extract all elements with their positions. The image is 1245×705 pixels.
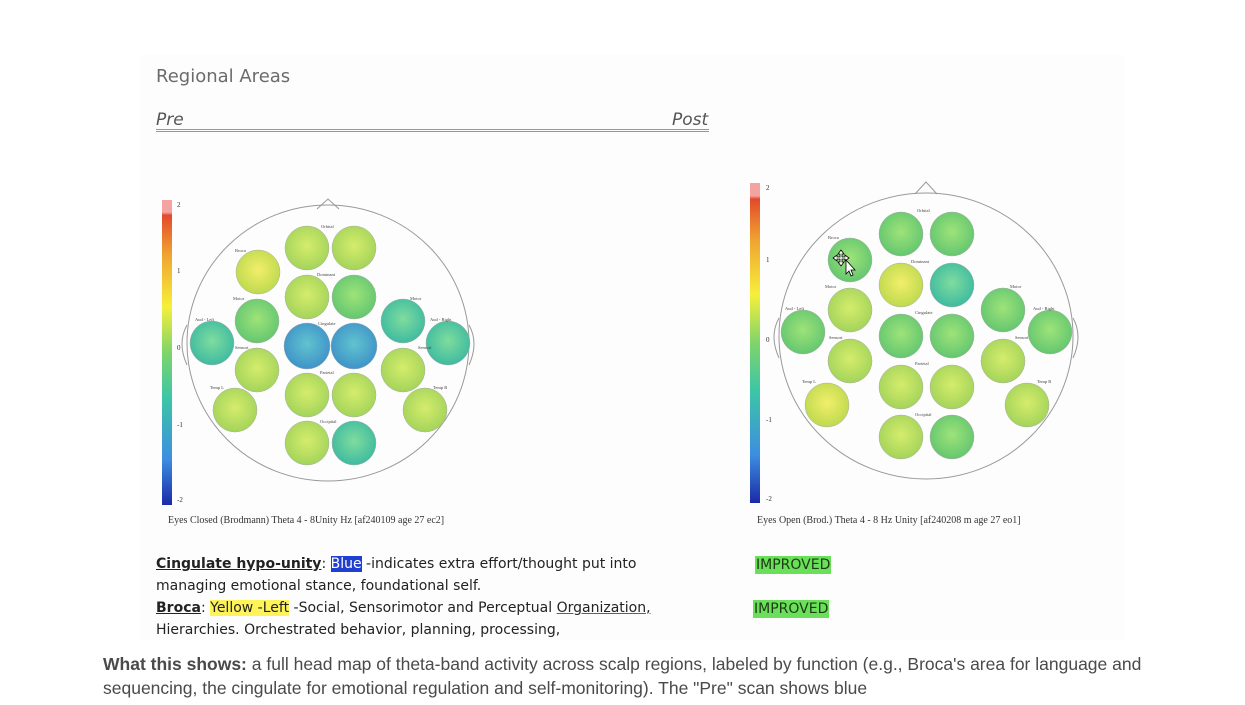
region-label: Aud - Left <box>195 317 215 322</box>
move-cursor-icon <box>832 249 856 277</box>
post-label: Post <box>672 110 709 130</box>
scale-tick: -1 <box>766 416 772 424</box>
explanation-text: What this shows: a full head map of thet… <box>103 652 1183 700</box>
finding-cingulate-text1: -indicates extra effort/thought put into <box>361 556 637 572</box>
post-head-map: 2 1 0 -1 -2 Orbital Broca Dominant Motor <box>750 181 1079 503</box>
finding-cingulate-line2: managing emotional stance, foundational … <box>156 578 482 594</box>
finding-cingulate-label: Cingulate hypo-unity <box>156 556 322 572</box>
region-label: Occipital <box>915 412 932 417</box>
region-label: Motor <box>1010 284 1022 289</box>
scale-tick: 1 <box>177 267 181 275</box>
finding-broca-label: Broca <box>156 600 201 616</box>
scale-tick: -2 <box>177 496 183 504</box>
region-label: Aud - Right <box>1033 306 1055 311</box>
scale-tick: 2 <box>766 184 770 192</box>
region-label: Sensori <box>829 335 843 340</box>
color-scale-bar <box>162 200 172 505</box>
region-label: Sensori <box>418 345 432 350</box>
region-label: Temp R <box>1037 379 1051 384</box>
region-label: Dominant <box>911 259 930 264</box>
head-outline <box>773 181 1079 480</box>
finding-cingulate-line1: Cingulate hypo-unity: Blue -indicates ex… <box>156 556 637 572</box>
electrode-heads <box>780 211 1073 460</box>
scale-tick: 0 <box>177 344 181 352</box>
scale-tick: -1 <box>177 421 183 429</box>
finding-broca-line1: Broca: Yellow -Left -Social, Sensorimoto… <box>156 600 651 616</box>
finding-separator: : <box>321 556 327 572</box>
region-label: Orbital <box>321 224 334 229</box>
section-title: Regional Areas <box>156 66 291 87</box>
highlight-blue: Blue <box>330 556 362 572</box>
region-label: Dominant <box>317 272 336 277</box>
scale-tick: 1 <box>766 256 770 264</box>
region-label: Cingulate <box>318 321 336 326</box>
region-label: Parietal <box>915 361 929 366</box>
region-label: Motor <box>410 296 422 301</box>
explanation-lead: What this shows: <box>103 654 247 674</box>
highlight-yellow: Yellow -Left <box>210 600 290 616</box>
region-label: Motor <box>825 284 837 289</box>
region-label: Sensori <box>1015 335 1029 340</box>
finding-broca-text1: -Social, Sensorimotor and Perceptual <box>289 600 557 616</box>
post-map-caption: Eyes Open (Brod.) Theta 4 - 8 Hz Unity [… <box>757 515 1021 526</box>
pre-label: Pre <box>156 110 184 130</box>
explanation-body: a full head map of theta-band activity a… <box>103 654 1142 698</box>
region-label: Aud - Right <box>430 317 452 322</box>
organization-link: Organization, <box>556 600 651 616</box>
region-label: Orbital <box>917 208 930 213</box>
region-label: Motor <box>233 296 245 301</box>
finding-separator: : <box>200 600 211 616</box>
scale-tick: 2 <box>177 201 181 209</box>
region-label: Parietal <box>320 370 334 375</box>
region-label: Aud - Left <box>785 306 805 311</box>
region-label: Temp R <box>433 385 447 390</box>
broca-status-badge: IMPROVED <box>753 600 830 618</box>
pre-map-caption: Eyes Closed (Brodmann) Theta 4 - 8Unity … <box>168 515 445 526</box>
electrode-heads <box>189 225 471 466</box>
region-label: Temp L <box>210 385 224 390</box>
region-label: Cingulate <box>915 310 933 315</box>
scale-tick: 0 <box>766 336 770 344</box>
finding-broca-line2: Hierarchies. Orchestrated behavior, plan… <box>156 622 561 638</box>
region-label: Occipital <box>320 419 337 424</box>
color-scale-bar <box>750 183 760 503</box>
region-label: Sensori <box>235 345 249 350</box>
pre-post-divider <box>156 108 709 132</box>
cingulate-status-badge: IMPROVED <box>755 556 832 574</box>
region-label: Temp L <box>802 379 816 384</box>
pre-head-map: 2 1 0 -1 -2 Orbital Broca Dominant <box>162 198 475 505</box>
region-label: Broca <box>828 235 839 240</box>
region-label: Broca <box>235 248 246 253</box>
scale-tick: -2 <box>766 495 772 503</box>
